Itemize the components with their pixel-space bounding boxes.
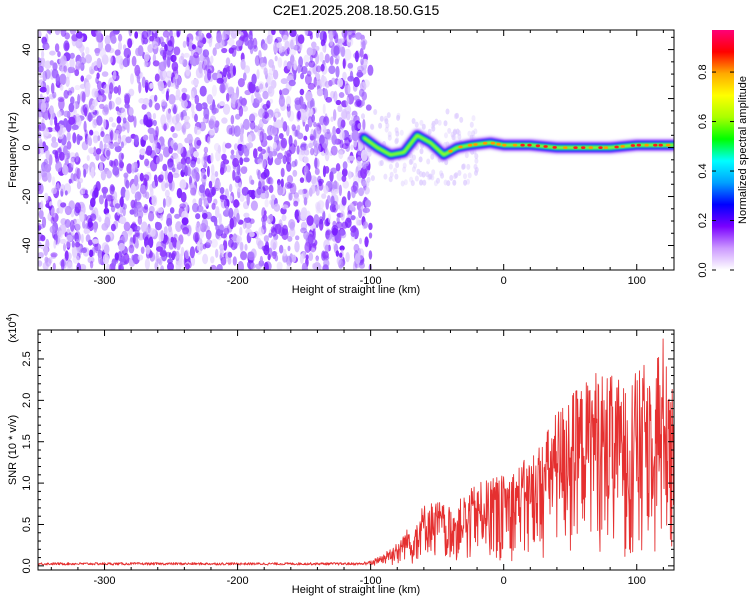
signal-peak xyxy=(496,142,501,146)
spectrogram-x-tick-label: -100 xyxy=(360,275,382,287)
colorbar-tick-label: 0.2 xyxy=(697,213,709,228)
signal-peak xyxy=(644,143,649,147)
spectrogram-heatmap xyxy=(38,30,674,270)
colorbar-gradient xyxy=(712,30,734,270)
snr-series-line xyxy=(38,338,674,566)
signal-peak xyxy=(448,149,453,153)
signal-peak xyxy=(573,146,578,150)
signal-peak xyxy=(614,145,619,149)
snr-y-tick-label: 2.0 xyxy=(21,393,33,408)
spectrogram-x-tick-label: 100 xyxy=(628,275,646,287)
colorbar-label: Normalized spectral amplitude xyxy=(737,76,749,224)
spectrogram-frame xyxy=(37,29,675,271)
spectrogram-x-tick-label: 0 xyxy=(501,275,507,287)
colorbar-ticks: 0.0 0.2 0.4 0.6 0.8 xyxy=(697,64,734,278)
snr-x-tick-label: -300 xyxy=(94,575,116,587)
signal-peak xyxy=(520,143,525,147)
signal-peak xyxy=(458,145,463,149)
colorbar-tick-label: 0.4 xyxy=(697,163,709,178)
signal-peak xyxy=(563,146,568,150)
snr-x-axis-label: Height of straight line (km) xyxy=(292,584,420,596)
signal-peak xyxy=(603,146,609,150)
colorbar: 0.0 0.2 0.4 0.6 0.8 Normalized spectral ampl… xyxy=(697,30,749,278)
signal-peak xyxy=(527,143,532,147)
colorbar-tick-label: 0.0 xyxy=(697,262,709,277)
spectrogram-y-tick-label: -20 xyxy=(21,189,33,205)
chart-title: C2E1.2025.208.18.50.G15 xyxy=(273,2,440,18)
spectrogram-x-tick-label: -200 xyxy=(227,275,249,287)
snr-y-tick-label: 2.5 xyxy=(21,351,33,366)
signal-peak xyxy=(535,144,541,148)
snr-x-tick-label: -100 xyxy=(360,575,382,587)
signal-peak xyxy=(598,146,603,150)
snr-x-ticks: -300 -200 -100 0 100 xyxy=(50,330,664,587)
spectrogram-y-tick-label: -40 xyxy=(21,238,33,254)
colorbar-tick-label: 0.6 xyxy=(697,114,709,129)
spectrogram-y-tick-label: 0 xyxy=(21,144,33,150)
signal-peak xyxy=(658,143,663,147)
signal-peak xyxy=(552,146,557,149)
snr-y-tick-label: 0.0 xyxy=(21,558,33,573)
snr-plot-area xyxy=(38,338,674,566)
colorbar-tick-label: 0.8 xyxy=(697,64,709,79)
signal-peak xyxy=(630,144,636,147)
snr-y-tick-label: 1.5 xyxy=(21,434,33,449)
snr-y-ticks: 0.0 0.5 1.0 1.5 2.0 2.5 xyxy=(21,333,674,574)
spectrogram-x-axis-label: Height of straight line (km) xyxy=(292,284,420,296)
signal-peak xyxy=(482,141,488,145)
noise-speckle xyxy=(38,30,374,270)
snr-y-multiplier: (x104) xyxy=(5,313,19,343)
snr-panel: -300 -200 -100 0 100 0.0 0.5 1.0 1.5 2.0 2.5 Heig… xyxy=(5,313,675,596)
snr-y-multiplier-exponent: 4 xyxy=(5,316,14,321)
spectrogram-x-tick-label: -300 xyxy=(94,275,116,287)
snr-x-tick-label: -200 xyxy=(227,575,249,587)
signal-peak xyxy=(473,143,478,146)
signal-peak xyxy=(581,146,586,150)
signal-peak xyxy=(636,143,641,147)
signal-peak xyxy=(490,141,496,145)
spectrogram-y-ticks: -40 -20 0 20 40 xyxy=(21,36,674,259)
snr-x-tick-label: 0 xyxy=(501,575,507,587)
signal-peak xyxy=(620,145,625,148)
snr-y-axis-label: SNR (10 * v/v) xyxy=(7,415,19,485)
signal-peak xyxy=(653,143,658,147)
signal-peak xyxy=(467,143,473,147)
spectrogram-y-tick-label: 20 xyxy=(21,92,33,104)
spectrogram-y-tick-label: 40 xyxy=(21,43,33,55)
spectrogram-y-axis-label: Frequency (Hz) xyxy=(7,112,19,188)
signal-peak xyxy=(543,145,548,148)
signal-peak xyxy=(588,146,593,150)
signal-peak xyxy=(666,143,671,147)
signal-peak xyxy=(512,143,518,147)
signal-peaks xyxy=(448,141,671,153)
snr-y-tick-label: 1.0 xyxy=(21,475,33,490)
spectrogram-x-ticks: -300 -200 -100 0 100 xyxy=(50,30,664,287)
signal-trace xyxy=(357,128,674,162)
signal-peak xyxy=(502,143,507,147)
snr-y-tick-label: 0.5 xyxy=(21,517,33,532)
snr-x-tick-label: 100 xyxy=(628,575,646,587)
